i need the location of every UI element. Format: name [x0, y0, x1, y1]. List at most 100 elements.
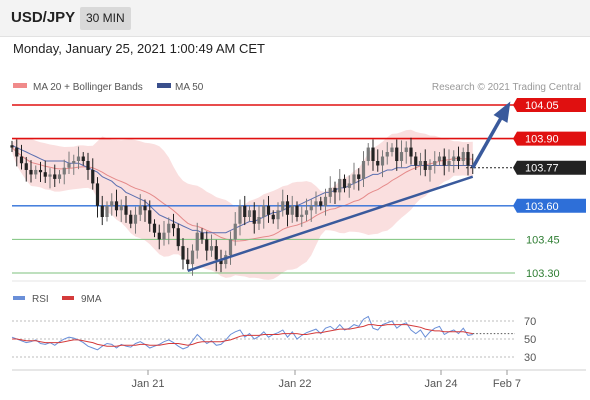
candle-body [290, 205, 294, 215]
candle-body [76, 156, 81, 161]
candle-body [105, 205, 109, 217]
candle-body [57, 174, 62, 179]
candle-body [342, 178, 347, 188]
candle-body [409, 147, 413, 157]
projection-arrow-head [493, 101, 511, 123]
ma50-legend-label: MA 50 [175, 82, 204, 93]
candle-body [447, 161, 451, 166]
rsi-ma-legend-swatch [62, 296, 74, 300]
rsi-tick-label: 30 [524, 352, 536, 364]
resistance-2-label: 104.05 [513, 98, 586, 112]
candle-body [95, 183, 100, 206]
candle-body [371, 147, 375, 161]
rsi-ma-line [12, 324, 473, 347]
candle-body [38, 169, 43, 173]
candle-body [338, 178, 342, 193]
candle-body [404, 147, 408, 153]
legend: MA 20 + Bollinger Bands MA 50 Research ©… [13, 82, 581, 93]
candle-body [328, 187, 332, 197]
bollinger-legend-swatch [13, 83, 27, 88]
candle-body [314, 201, 318, 206]
resistance-2-label-bg [513, 98, 586, 112]
resistance-1-label: 103.90 [513, 131, 586, 146]
candle-body [138, 205, 142, 215]
candle-body [461, 152, 465, 161]
candle-body [399, 152, 404, 161]
pivot-label-bg [513, 198, 586, 213]
candle-body [238, 205, 242, 224]
rsi-tick-label: 70 [524, 316, 536, 328]
candle-body [129, 214, 133, 224]
candle-body [190, 250, 195, 265]
candle-body [466, 152, 470, 166]
x-tick-label: Feb 7 [493, 378, 521, 390]
candle-body [333, 187, 337, 193]
support-2-label: 103.30 [526, 268, 560, 280]
candle-body [62, 167, 66, 175]
candle-body [262, 205, 266, 217]
candle-body [181, 246, 185, 260]
candle-body [19, 156, 24, 164]
candle-body [86, 161, 90, 170]
candle-body [43, 172, 47, 177]
candle-body [81, 156, 85, 161]
candle-body [309, 205, 313, 211]
resistance-1-label-text: 103.90 [525, 134, 559, 146]
pivot-label: 103.60 [513, 198, 586, 213]
candle-body [385, 152, 389, 157]
candle-body [176, 228, 180, 247]
candle-body [285, 201, 290, 215]
rsi-legend-label: RSI [32, 294, 49, 305]
candle-body [456, 156, 461, 161]
candle-body [148, 210, 152, 224]
candle-body [395, 147, 399, 161]
candle-body [276, 210, 280, 220]
candle-body [380, 156, 385, 166]
last-price-label-text: 103.77 [525, 163, 559, 175]
symbol-title: USD/JPY [11, 9, 76, 26]
resistance-1-label-bg [513, 131, 586, 146]
datetime-label: Monday, January 25, 2021 1:00:49 AM CET [13, 41, 265, 56]
candle-body [357, 174, 361, 179]
rsi-line [11, 315, 473, 351]
candles [10, 137, 475, 276]
candle-body [252, 210, 256, 224]
candle-body [53, 174, 57, 179]
candle-body [48, 174, 52, 177]
candle-body [143, 205, 147, 211]
last-price-label-bg [513, 160, 586, 175]
candle-body [442, 156, 446, 166]
x-tick-label: Jan 22 [278, 378, 311, 390]
candle-body [67, 163, 71, 168]
candle-body [200, 232, 204, 240]
candle-body [162, 232, 166, 240]
candle-body [233, 223, 237, 240]
candle-body [186, 259, 190, 265]
interval-badge[interactable]: 30 MIN [80, 7, 131, 30]
candle-body [347, 183, 351, 188]
candle-body [319, 201, 323, 206]
candle-body [390, 147, 394, 153]
candle-body [34, 169, 38, 175]
candle-body [110, 201, 114, 206]
candle-body [100, 205, 104, 217]
candle-body [257, 217, 261, 224]
candle-body [366, 147, 370, 161]
candle-body [152, 223, 157, 233]
candle-body [219, 259, 223, 265]
candle-body [209, 246, 214, 251]
rsi-tick-label: 50 [524, 334, 536, 346]
candle-body [91, 169, 95, 184]
ma50-legend-swatch [157, 83, 171, 88]
bollinger-legend-label: MA 20 + Bollinger Bands [33, 82, 143, 93]
candle-body [452, 156, 456, 161]
candle-body [15, 147, 19, 157]
candle-body [433, 161, 437, 166]
support-2-label-text: 103.30 [526, 268, 560, 280]
support-1-label: 103.45 [526, 234, 560, 246]
resistance-2-label-text: 104.05 [525, 100, 559, 112]
candle-body [29, 169, 33, 175]
support-1-label-text: 103.45 [526, 234, 560, 246]
credit-label: Research © 2021 Trading Central [432, 82, 581, 93]
